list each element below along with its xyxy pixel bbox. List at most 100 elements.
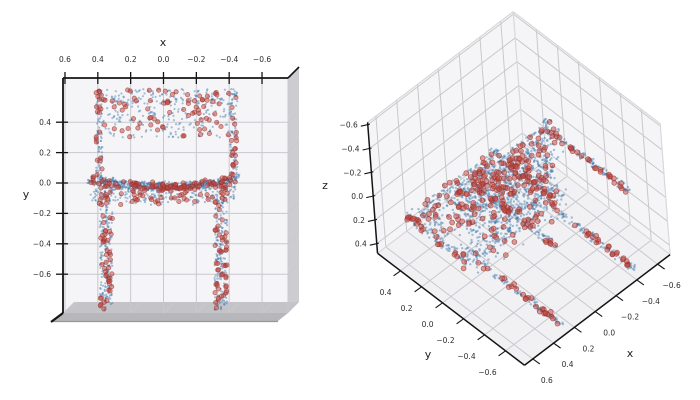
x-tick: [532, 358, 541, 365]
x-axis-title: x: [627, 347, 634, 360]
grid-line-y-floor: [484, 223, 631, 336]
side-pane: [288, 67, 299, 313]
x-tick-label: −0.4: [642, 297, 660, 306]
grid-line-x-floor: [385, 246, 534, 360]
z-axis-spine: [366, 122, 379, 254]
x-tick-label: 0.2: [582, 344, 594, 353]
grid-line-y-wall: [640, 109, 652, 241]
y-tick-label: −0.4: [33, 240, 51, 249]
grid-line-x-floor: [406, 230, 554, 344]
pane-edge-inner: [512, 11, 524, 143]
grid-line-y-wall: [598, 77, 610, 209]
x-tick-label: −0.2: [187, 55, 205, 64]
grid-line-x-floor: [261, 301, 274, 314]
x-tick-label: 0.6: [59, 55, 71, 64]
y-tick-label: 0.2: [401, 304, 413, 313]
grid-line-y-side: [287, 141, 300, 153]
point-cloud-large-markers: [404, 119, 631, 327]
depth-spine: [287, 66, 300, 79]
grid-line-x-floor: [195, 301, 208, 314]
point-cloud-large-markers: [88, 87, 240, 312]
y-tick-label: 0.2: [39, 148, 51, 157]
x-tick: [594, 311, 603, 317]
x-tick-label: 0.4: [92, 55, 104, 64]
y-axis-title: y: [425, 348, 432, 361]
grid-lines: [367, 13, 670, 360]
x-axis-spine: [524, 254, 671, 366]
grid-line-x-wall: [458, 52, 470, 184]
floor-pane-front: [53, 313, 288, 321]
y-tick: [477, 334, 485, 341]
y-tick-label: 0.4: [380, 288, 392, 297]
z-tick-label: −0.6: [340, 121, 358, 130]
pane-edges: [367, 11, 671, 256]
grid-line-y-floor: [463, 207, 610, 320]
grid-line-x-floor: [64, 301, 77, 314]
pane-edge: [512, 11, 661, 125]
x-axis-title: x: [160, 36, 167, 49]
z-tick-label: −0.2: [343, 168, 361, 177]
grid-line-y-side: [287, 262, 300, 275]
z-tick-label: 0.2: [353, 216, 365, 225]
grid-line-z-right: [513, 13, 661, 127]
x-tick-label: −0.6: [253, 55, 271, 64]
y-tick-label: 0.0: [39, 179, 51, 188]
y-tick: [435, 302, 443, 309]
y-axis-spine: [377, 252, 525, 366]
x-tick-label: −0.2: [621, 313, 639, 322]
x-tick-label: 0.4: [562, 360, 574, 369]
x-tick: [553, 342, 561, 349]
grid-line-y-floor: [442, 191, 589, 304]
pane-edge: [367, 11, 514, 123]
x-tick-label: −0.6: [663, 281, 681, 290]
grid-line-z-right: [520, 108, 668, 222]
z-tick: [367, 218, 378, 222]
grid-line-z-left: [374, 108, 521, 221]
y-tick-label: −0.6: [478, 368, 496, 377]
y-tick: [393, 270, 401, 277]
tick-marks-and-labels: 0.6 0.4 0.2 0.0 −0.2 −0.4 −0.6 0.4 0.2 0.0 −0.2 −0.…: [23, 36, 272, 279]
x-tick-label: 0.0: [158, 55, 170, 64]
z-tick-label: −0.4: [341, 145, 359, 154]
pane-edge-inner: [377, 142, 524, 254]
grid-line-z-right: [522, 132, 670, 246]
grid-line-z-left: [372, 85, 520, 197]
tick-marks-and-labels: −0.6−0.4−0.20.00.20.40.40.20.0−0.2−0.4−0…: [322, 121, 681, 385]
x-tick: [574, 326, 582, 333]
y-tick-label: −0.2: [33, 209, 51, 218]
pane-edge: [659, 123, 671, 255]
grid-line-x-wall: [417, 84, 428, 216]
z-tick-label: 0.4: [355, 240, 367, 249]
z-axis-stub: [50, 312, 64, 323]
pane-edge-inner: [522, 142, 671, 256]
grid-line-x-floor: [489, 167, 638, 281]
grid-line-x-wall: [396, 100, 408, 232]
grid-line-x-floor: [163, 301, 175, 314]
z-tick-label: 0.0: [351, 192, 363, 201]
left-wall-pane: [367, 11, 524, 254]
x-tick: [636, 279, 645, 286]
grid-line-y-wall: [535, 29, 547, 161]
grid-line-z-left: [376, 132, 523, 245]
grid-line-x-floor: [130, 301, 143, 314]
z-tick: [364, 171, 374, 175]
x-tick-label: 0.0: [603, 329, 615, 338]
grid-line-z-left: [367, 13, 514, 126]
grid-line-y-wall: [556, 45, 568, 177]
grid-line-x-floor: [427, 214, 575, 328]
y-tick: [456, 318, 464, 325]
grid-line-z-left: [371, 61, 518, 173]
x-tick-label: 0.6: [541, 376, 553, 385]
oblique-view-subplot: −0.6−0.4−0.20.00.20.40.40.20.0−0.2−0.4−0…: [322, 11, 681, 385]
x-tick-label: −0.4: [220, 55, 238, 64]
grid-line-x-wall: [437, 68, 449, 200]
z-axis-title: z: [322, 179, 328, 192]
grid-line-x-floor: [447, 199, 596, 312]
front-view-subplot: 0.6 0.4 0.2 0.0 −0.2 −0.4 −0.6 0.4 0.2 0.0 −0.2 −0.…: [23, 36, 300, 323]
y-tick-label: −0.2: [436, 336, 454, 345]
grid-line-y-side: [287, 171, 300, 184]
y-tick-label: 0.0: [422, 320, 434, 329]
x-tick: [615, 295, 624, 302]
floor-pane: [63, 302, 299, 313]
